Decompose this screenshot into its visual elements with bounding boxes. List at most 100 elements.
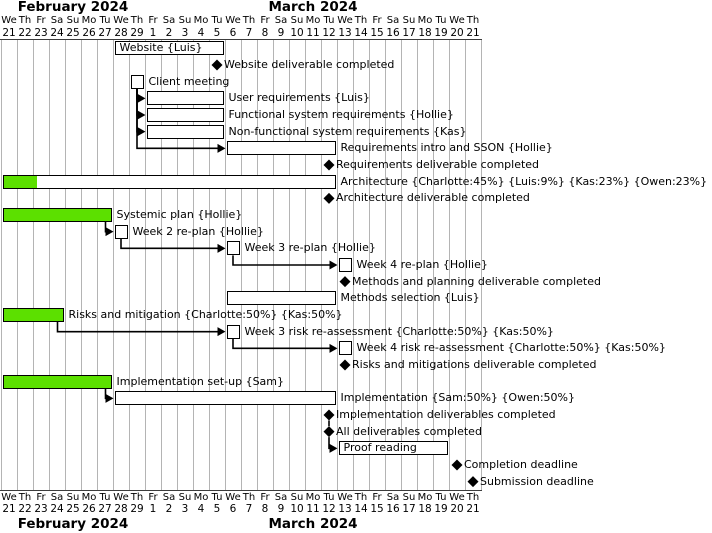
day-number-cell: 10: [290, 503, 304, 515]
arrowhead-icon: [329, 443, 338, 453]
day-name-cell: Tu: [435, 491, 447, 503]
day-name-cell: Tu: [323, 491, 335, 503]
milestone-diamond-all-deliverables[interactable]: [323, 426, 335, 438]
day-number-cell: 21: [2, 503, 16, 515]
milestone-label: Methods and planning deliverable complet…: [352, 274, 601, 288]
day-number-cell: 24: [50, 26, 64, 39]
task-bar-methods-selection[interactable]: [226, 291, 336, 306]
task-bar-architecture[interactable]: [2, 174, 336, 189]
chart-top-border: [0, 39, 482, 40]
day-name-cell: Su: [66, 14, 80, 26]
month-label: February 2024: [17, 0, 129, 15]
day-number-cell: 29: [130, 26, 144, 39]
day-name-cell: We: [337, 491, 353, 503]
day-number-cell: 14: [354, 503, 368, 515]
task-bar-week3-risk-reassessment[interactable]: [226, 324, 240, 339]
day-number-cell: 16: [386, 503, 400, 515]
task-bar-systemic-plan[interactable]: [2, 208, 112, 222]
day-number-cell: 8: [261, 26, 269, 39]
task-bar-user-requirements[interactable]: [146, 91, 224, 106]
day-name-cell: Sa: [274, 14, 288, 26]
day-name-cell: We: [449, 14, 465, 26]
arrowhead-icon: [329, 343, 338, 353]
day-number-cell: 2: [165, 26, 173, 39]
task-bar-implementation[interactable]: [114, 391, 336, 406]
milestone-diamond-risks-mitigations-deliverable[interactable]: [339, 359, 351, 371]
task-bar-week2-replan[interactable]: [114, 224, 128, 239]
task-label: Week 4 risk re-assessment {Charlotte:50%…: [356, 341, 666, 355]
task-bar-functional-system-requirements[interactable]: [146, 108, 224, 122]
progress-fill: [3, 309, 63, 321]
day-name-cell: Tu: [435, 14, 447, 26]
milestone-label: Architecture deliverable completed: [336, 191, 530, 205]
day-number-cell: 26: [82, 26, 96, 39]
arrowhead-icon: [329, 260, 338, 270]
day-name-cell: Sa: [50, 491, 64, 503]
task-bar-requirements-intro-sson[interactable]: [226, 141, 336, 156]
task-bar-proof-reading[interactable]: [338, 441, 448, 456]
milestone-diamond-completion-deadline[interactable]: [451, 459, 463, 471]
task-label: Client meeting: [148, 74, 230, 88]
task-bar-website[interactable]: [114, 41, 224, 56]
day-number-cell: 19: [434, 503, 448, 515]
progress-fill: [3, 175, 37, 188]
day-name-cell: Su: [290, 491, 304, 503]
milestone-diamond-website-deliverable[interactable]: [211, 59, 223, 71]
task-bar-week3-replan[interactable]: [226, 241, 240, 256]
day-name-cell: Mo: [81, 14, 97, 26]
day-name-cell: Su: [178, 14, 192, 26]
task-bar-client-meeting[interactable]: [130, 74, 144, 89]
grid-line: [401, 40, 402, 490]
arrowhead-icon: [137, 127, 146, 137]
task-bar-non-functional-system-requirements[interactable]: [146, 124, 224, 139]
day-number-cell: 10: [290, 26, 304, 39]
day-number-cell: 23: [34, 26, 48, 39]
milestone-diamond-architecture-deliverable[interactable]: [323, 192, 335, 204]
task-label: Week 2 re-plan {Hollie}: [132, 224, 264, 238]
day-number-cell: 1: [149, 26, 157, 39]
day-number-cell: 21: [466, 503, 480, 515]
grid-line: [417, 40, 418, 490]
dependency-arrow: [120, 238, 219, 250]
arrowhead-icon: [217, 327, 226, 337]
task-bar-week4-replan[interactable]: [338, 258, 352, 272]
day-name-cell: Th: [18, 14, 32, 26]
chart-bottom-border: [0, 490, 482, 491]
task-label: Architecture {Charlotte:45%} {Luis:9%} {…: [340, 174, 708, 188]
day-name-cell: Th: [466, 14, 480, 26]
day-number-cell: 7: [245, 503, 253, 515]
grid-line: [81, 40, 82, 490]
day-name-cell: Sa: [50, 14, 64, 26]
milestone-diamond-requirements-deliverable[interactable]: [323, 159, 335, 171]
day-number-cell: 23: [34, 503, 48, 515]
task-label: Methods selection {Luis}: [340, 291, 480, 305]
progress-fill: [3, 209, 111, 221]
day-number-cell: 11: [306, 503, 320, 515]
milestone-diamond-submission-deadline[interactable]: [467, 476, 479, 488]
day-name-cell: Fr: [372, 14, 382, 26]
day-name-cell: Fr: [36, 491, 46, 503]
grid-line: [369, 40, 370, 490]
day-name-cell: Th: [466, 491, 480, 503]
grid-line: [17, 40, 18, 490]
task-bar-week4-risk-reassessment[interactable]: [338, 341, 352, 356]
grid-line: [113, 40, 114, 490]
task-label: Implementation {Sam:50%} {Owen:50%}: [340, 391, 575, 405]
day-name-cell: We: [225, 14, 241, 26]
day-name-cell: Su: [402, 14, 416, 26]
task-bar-risks-mitigation[interactable]: [2, 308, 64, 322]
task-label: Requirements intro and SSON {Hollie}: [340, 141, 553, 155]
day-name-cell: Th: [130, 491, 144, 503]
grid-line: [353, 40, 354, 490]
task-bar-implementation-setup[interactable]: [2, 374, 112, 389]
day-name-cell: Th: [18, 491, 32, 503]
day-name-cell: Fr: [36, 14, 46, 26]
milestone-diamond-methods-planning-deliverable[interactable]: [339, 276, 351, 288]
milestone-diamond-implementation-deliverables[interactable]: [323, 409, 335, 421]
day-name-cell: Su: [66, 491, 80, 503]
grid-line: [449, 40, 450, 490]
day-name-cell: Sa: [386, 14, 400, 26]
dependency-arrow: [232, 338, 331, 350]
day-name-cell: Sa: [274, 491, 288, 503]
